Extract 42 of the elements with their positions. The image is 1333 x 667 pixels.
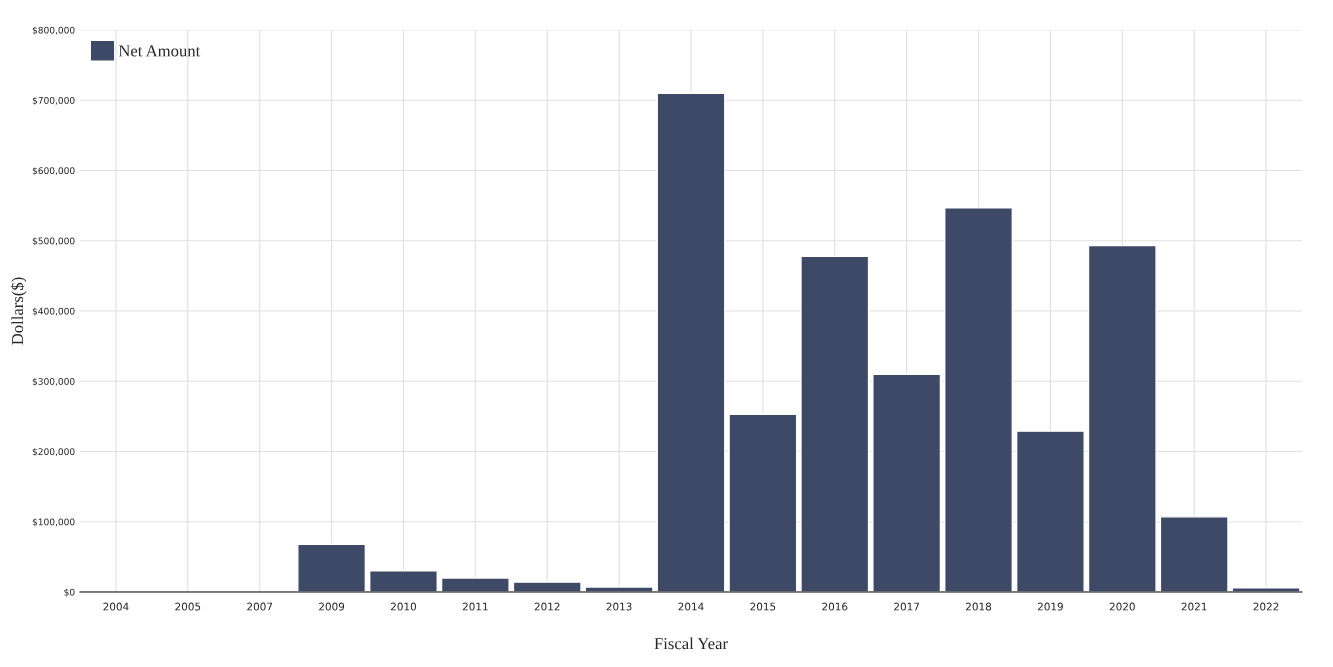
- bar: [512, 581, 582, 592]
- bar: [1015, 430, 1085, 592]
- x-tick-label: 2019: [1037, 602, 1063, 611]
- x-tick-label: 2018: [966, 602, 992, 611]
- bar: [944, 207, 1014, 592]
- y-tick-label: $800,000: [32, 26, 75, 35]
- x-tick-label: 2015: [750, 602, 776, 611]
- x-tick-label: 2013: [606, 602, 632, 611]
- bar: [297, 543, 367, 592]
- bar: [1159, 516, 1229, 592]
- bar: [728, 413, 798, 592]
- y-tick-label: $0: [64, 588, 75, 597]
- y-tick-label: $200,000: [32, 448, 75, 457]
- x-axis-title: Fiscal Year: [654, 637, 728, 650]
- y-axis-title: Dollars($): [10, 277, 27, 345]
- bar: [872, 373, 942, 592]
- legend-label: Net Amount: [118, 45, 201, 57]
- x-tick-label: 2012: [534, 602, 560, 611]
- y-tick-label: $700,000: [32, 96, 75, 106]
- bar: [584, 586, 654, 592]
- bar: [440, 577, 510, 592]
- bar: [656, 92, 726, 592]
- bar: [368, 570, 438, 592]
- x-tick-label: 2005: [175, 602, 201, 611]
- x-tick-label: 2016: [822, 602, 848, 611]
- x-tick-label: 2009: [319, 602, 345, 611]
- x-tick-label: 2004: [103, 602, 129, 611]
- x-tick-label: 2007: [247, 602, 273, 611]
- x-tick-label: 2022: [1253, 602, 1279, 611]
- bar: [800, 255, 870, 592]
- y-tick-label: $600,000: [32, 167, 75, 176]
- x-tick-label: 2014: [678, 602, 704, 611]
- x-tick-label: 2017: [894, 602, 920, 611]
- y-tick-label: $300,000: [32, 377, 75, 387]
- x-tick-label: 2011: [462, 602, 488, 611]
- y-tick-label: $400,000: [32, 307, 75, 316]
- bar: [1087, 244, 1157, 592]
- y-tick-label: $500,000: [32, 237, 75, 246]
- x-tick-label: 2020: [1109, 602, 1135, 611]
- x-tick-label: 2010: [390, 602, 417, 611]
- x-tick-label: 2021: [1181, 602, 1207, 611]
- y-tick-label: $100,000: [32, 518, 75, 527]
